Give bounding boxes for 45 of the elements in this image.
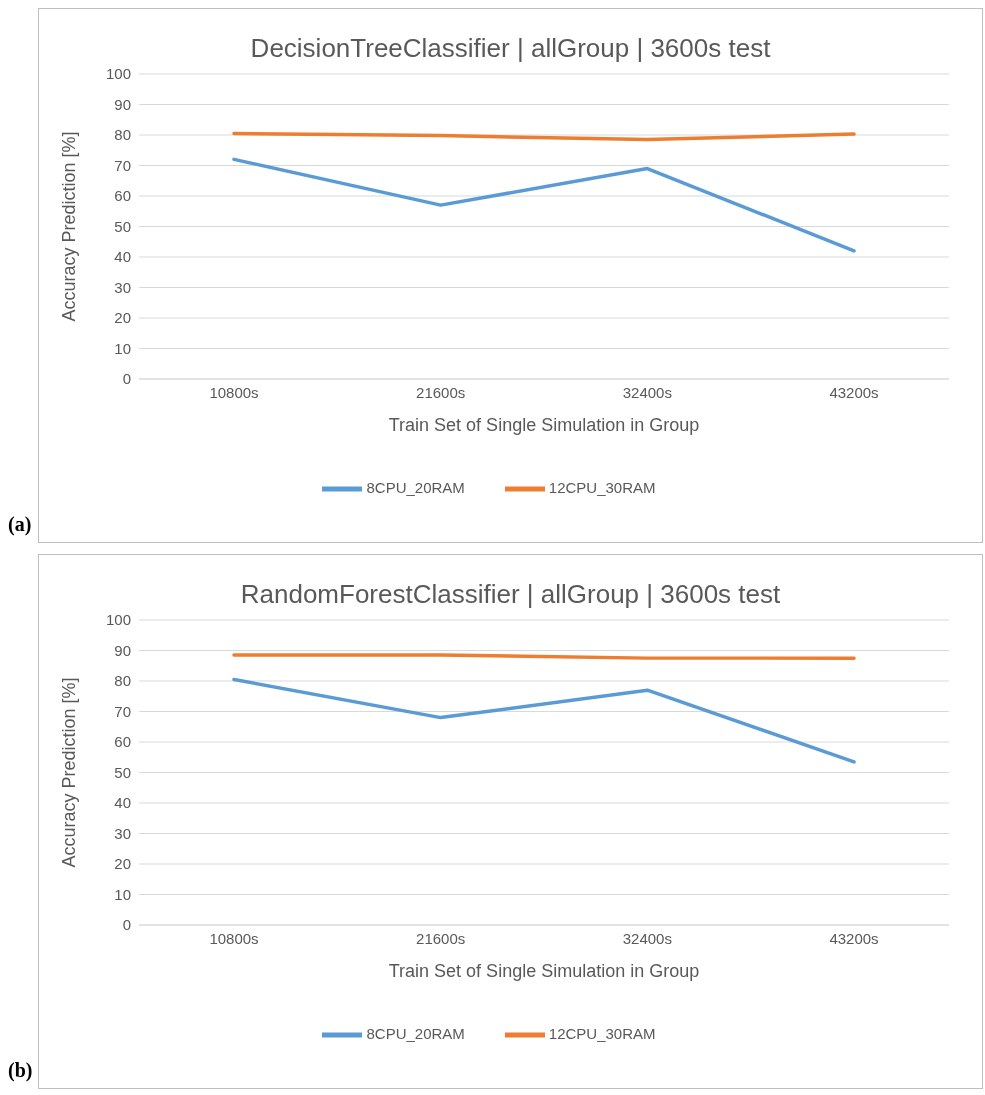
y-tick-label: 0 [122, 370, 131, 388]
x-tick-label: 32400s [622, 383, 672, 401]
y-tick-label: 40 [114, 248, 131, 266]
y-tick-label: 100 [105, 611, 131, 629]
chart-title: DecisionTreeClassifier | allGroup | 3600s test [249, 33, 772, 64]
y-tick-label: 40 [114, 794, 131, 812]
y-tick-label: 70 [114, 156, 131, 174]
y-tick-label: 0 [122, 916, 131, 934]
x-tick-label: 21600s [416, 929, 466, 947]
y-tick-label: 20 [114, 309, 131, 327]
y-tick-label: 80 [114, 672, 131, 690]
legend-label: 8CPU_20RAM [366, 478, 465, 496]
y-tick-label: 60 [114, 733, 131, 751]
y-tick-label: 30 [114, 824, 131, 842]
y-tick-label: 30 [114, 278, 131, 296]
legend-label: 12CPU_30RAM [548, 1024, 656, 1042]
x-tick-label: 43200s [829, 929, 879, 947]
x-tick-label: 43200s [829, 383, 879, 401]
legend-label: 12CPU_30RAM [548, 478, 656, 496]
y-axis-title: Accuracy Prediction [%] [59, 131, 80, 322]
x-tick-label: 32400s [622, 929, 672, 947]
x-axis-title: Train Set of Single Simulation in Group [388, 961, 700, 981]
line-series [232, 677, 856, 764]
y-tick-label: 80 [114, 126, 131, 144]
y-tick-label: 60 [114, 187, 131, 205]
y-tick-label: 50 [114, 763, 131, 781]
legend-label: 8CPU_20RAM [366, 1024, 465, 1042]
chart-title: RandomForestClassifier | allGroup | 3600s test [239, 579, 782, 610]
y-tick-label: 20 [114, 855, 131, 873]
y-tick-label: 70 [114, 702, 131, 720]
line-series [232, 131, 856, 142]
text: (a) [8, 513, 32, 536]
y-tick-label: 10 [114, 885, 131, 903]
y-tick-label: 100 [105, 65, 131, 83]
y-tick-label: 50 [114, 217, 131, 235]
y-tick-label: 90 [114, 641, 131, 659]
x-tick-label: 10800s [209, 929, 259, 947]
y-tick-label: 10 [114, 339, 131, 357]
text: (b) [8, 1059, 33, 1082]
x-axis-title: Train Set of Single Simulation in Group [388, 415, 700, 435]
x-tick-label: 10800s [209, 383, 259, 401]
y-axis-title: Accuracy Prediction [%] [59, 677, 80, 868]
y-tick-label: 90 [114, 95, 131, 113]
line-series [232, 157, 856, 253]
x-tick-label: 21600s [416, 383, 466, 401]
